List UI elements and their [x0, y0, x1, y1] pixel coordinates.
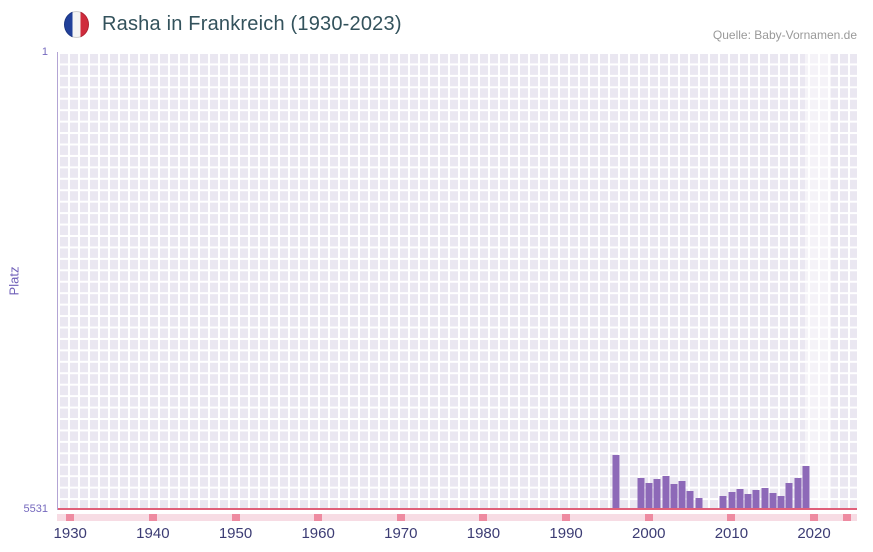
x-tick-label-1960: 1960	[301, 525, 335, 542]
strip-marker-1980[interactable]	[479, 514, 488, 521]
bar-2005[interactable]	[686, 490, 694, 510]
bar-2011[interactable]	[736, 488, 744, 510]
bar-2001[interactable]	[653, 478, 661, 510]
x-tick-label-2010: 2010	[714, 525, 749, 542]
strip-marker-1930[interactable]	[66, 514, 75, 521]
strip-marker-1940[interactable]	[148, 514, 157, 521]
y-tick-min: 5531	[23, 503, 48, 515]
bar-2006[interactable]	[695, 498, 703, 510]
x-tick-label-1970: 1970	[384, 525, 418, 542]
bar-2009[interactable]	[719, 495, 727, 510]
bar-2015[interactable]	[769, 493, 777, 510]
strip-marker-2000[interactable]	[644, 514, 653, 521]
y-axis-title: Platz	[6, 266, 22, 296]
france-flag-icon	[64, 11, 89, 38]
range-strip[interactable]	[57, 514, 857, 521]
bar-2000[interactable]	[645, 482, 653, 510]
bar-2003[interactable]	[670, 483, 678, 510]
bar-2017[interactable]	[785, 483, 793, 510]
x-tick-label-1990: 1990	[549, 525, 583, 542]
bar-2019[interactable]	[802, 466, 810, 510]
bar-2004[interactable]	[678, 480, 686, 510]
x-tick-label-1980: 1980	[466, 525, 501, 542]
x-tick-label-1930: 1930	[53, 525, 87, 542]
x-tick-label-2020: 2020	[797, 525, 831, 542]
chart-header: Rasha in Frankreich (1930-2023)	[64, 11, 402, 38]
bar-2010[interactable]	[728, 491, 736, 510]
strip-marker-2024[interactable]	[843, 514, 852, 521]
bar-2014[interactable]	[761, 487, 769, 510]
bar-2012[interactable]	[744, 493, 752, 510]
strip-marker-2010[interactable]	[727, 514, 736, 521]
plot-area[interactable]	[57, 52, 857, 510]
source-credit: Quelle: Baby-Vornamen.de	[712, 28, 857, 42]
bar-2013[interactable]	[752, 490, 760, 510]
strip-marker-1990[interactable]	[562, 514, 571, 521]
x-tick-label-2000: 2000	[632, 525, 666, 542]
strip-marker-1960[interactable]	[314, 514, 323, 521]
bar-2002[interactable]	[662, 476, 669, 510]
x-axis-line	[58, 508, 857, 510]
highlight-band	[804, 52, 832, 510]
strip-marker-1950[interactable]	[231, 514, 240, 521]
strip-marker-1970[interactable]	[396, 514, 405, 521]
y-tick-max: 1	[41, 46, 48, 58]
x-tick-label-1940: 1940	[136, 525, 170, 542]
bar-2016[interactable]	[777, 495, 785, 510]
bar-1996[interactable]	[612, 454, 620, 510]
bar-1999[interactable]	[637, 477, 645, 510]
bar-2018[interactable]	[794, 477, 802, 510]
chart-title: Rasha in Frankreich (1930-2023)	[102, 13, 402, 35]
strip-marker-2020[interactable]	[810, 514, 819, 521]
x-axis-tick-labels: 1930 1940 1950 1960 1970 1980 1990 2000 2010 2020	[53, 525, 857, 547]
x-tick-label-1950: 1950	[218, 525, 253, 542]
